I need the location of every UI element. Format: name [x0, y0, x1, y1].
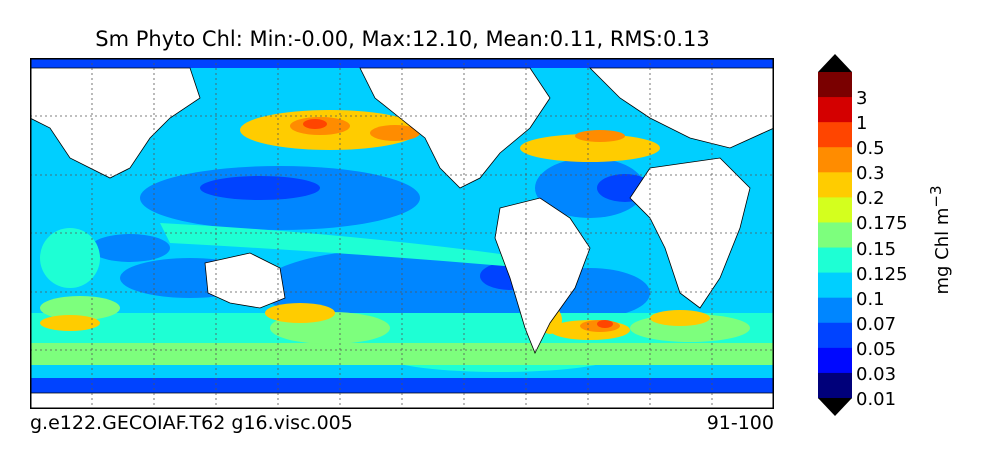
australia [204, 252, 286, 309]
antarctica [30, 392, 774, 409]
colorbar-tick-label: 1 [856, 113, 868, 135]
colorbar-top-arrow [818, 54, 852, 72]
colorbar-tick-label: 0.05 [856, 338, 897, 360]
colorbar-segment [818, 297, 852, 324]
colorbar-segment [818, 247, 852, 274]
south-america [494, 197, 591, 354]
high-bloom-regions [303, 119, 613, 328]
europe-asia-west [589, 67, 774, 149]
colorbar-segment [818, 322, 852, 349]
north-america [359, 67, 551, 189]
colorbar-segment [818, 122, 852, 148]
run-id-label: g.e122.GECOIAF.T62 g16.visc.005 [30, 412, 353, 434]
colorbar-tick-label: 0.1 [856, 288, 885, 310]
colorbar-segment [818, 72, 852, 98]
colorbar [818, 54, 852, 416]
colorbar-tick-label: 0.3 [856, 163, 885, 185]
colorbar-unit-label: mg Chl m−3 [927, 185, 953, 295]
colorbar-segment [818, 372, 852, 399]
colorbar-segment [818, 197, 852, 223]
map-frame [30, 58, 774, 409]
colorbar-tick-label: 0.03 [856, 363, 897, 385]
colorbar-segment [818, 97, 852, 123]
colorbar-segment [818, 347, 852, 374]
colorbar-tick-label: 0.125 [856, 263, 908, 285]
colorbar-tick-label: 0.2 [856, 188, 885, 210]
colorbar-segment [818, 147, 852, 173]
colorbar-segment [818, 172, 852, 198]
colorbar-tick-label: 3 [856, 88, 868, 110]
graticule [30, 58, 774, 409]
colorbar-tick-label: 0.175 [856, 213, 908, 235]
colorbar-tick-label: 0.5 [856, 138, 885, 160]
colorbar-tick-label: 0.07 [856, 313, 897, 335]
eurasia-east [30, 67, 201, 179]
colorbar-tick-label: 0.01 [856, 389, 897, 410]
map-title: Sm Phyto Chl: Min:-0.00, Max:12.10, Mean… [95, 27, 710, 51]
colorbar-tick-label: 0.15 [856, 238, 897, 260]
years-label: 91-100 [706, 412, 774, 434]
colorbar-segment [818, 222, 852, 249]
colorbar-segment [818, 272, 852, 299]
chlorophyll-map [30, 58, 774, 409]
colorbar-bottom-arrow [818, 398, 852, 416]
